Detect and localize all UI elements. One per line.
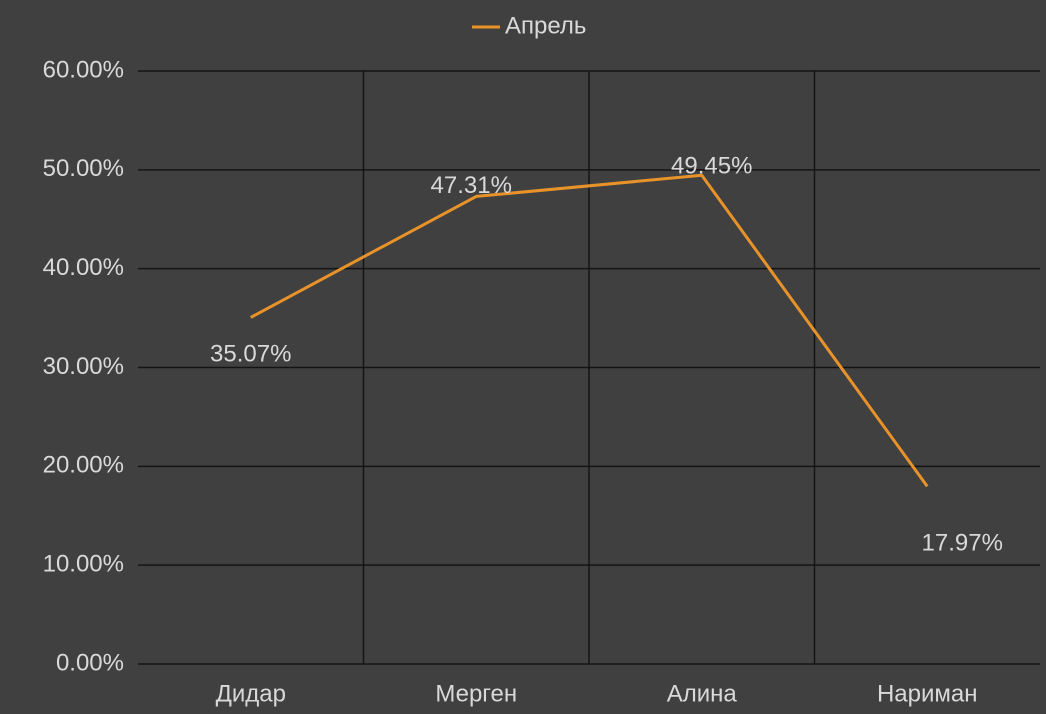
data-label: 35.07% xyxy=(210,341,291,368)
y-tick-label: 0.00% xyxy=(56,649,124,676)
y-tick-label: 50.00% xyxy=(43,155,124,182)
y-tick-label: 30.00% xyxy=(43,353,124,380)
x-tick-label: Нариман xyxy=(877,680,978,707)
data-label: 49.45% xyxy=(671,153,752,180)
x-tick-label: Дидар xyxy=(216,680,286,707)
data-line xyxy=(250,173,929,488)
x-tick-label: Алина xyxy=(667,680,738,707)
y-tick-label: 40.00% xyxy=(43,254,124,281)
y-tick-label: 10.00% xyxy=(43,551,124,578)
legend-label: Апрель xyxy=(505,12,586,39)
data-label: 47.31% xyxy=(431,172,512,199)
y-tick-label: 20.00% xyxy=(43,452,124,479)
x-tick-label: Мерген xyxy=(435,680,517,707)
y-tick-label: 60.00% xyxy=(43,56,124,83)
data-label: 17.97% xyxy=(922,530,1003,557)
